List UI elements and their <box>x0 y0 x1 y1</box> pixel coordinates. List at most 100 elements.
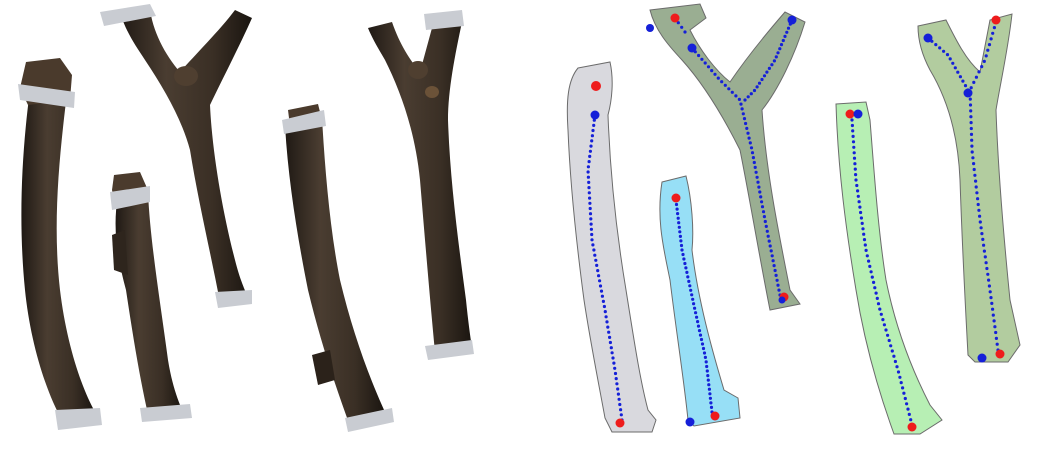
skeleton-point <box>851 129 855 133</box>
skeleton-point <box>969 126 973 131</box>
skeleton-point <box>773 268 777 273</box>
endpoint-blue <box>963 88 973 98</box>
skeleton-point <box>978 220 982 224</box>
skeleton-point <box>777 288 781 292</box>
skeleton-point <box>739 102 743 106</box>
skeleton-point <box>727 87 731 91</box>
skeleton-point <box>905 402 909 406</box>
skeleton-point <box>590 238 594 242</box>
skeleton-point <box>618 402 622 407</box>
skeleton-point <box>977 208 981 212</box>
skeleton-point <box>980 65 984 69</box>
skeleton-point <box>743 98 747 102</box>
skeleton-point <box>676 216 680 220</box>
skeleton-point <box>700 342 705 346</box>
skeleton-point <box>862 232 866 236</box>
skeleton-point <box>602 304 607 309</box>
skeleton-point <box>760 205 765 209</box>
skeleton-point <box>986 272 990 276</box>
endpoint-red <box>845 109 855 119</box>
skeleton-point <box>601 299 606 303</box>
tape-band <box>110 186 150 210</box>
skeleton-point <box>706 65 711 69</box>
skeleton-point <box>852 156 857 160</box>
skeleton-point <box>677 225 681 229</box>
skeleton-point <box>766 234 770 238</box>
skeleton-point <box>768 244 772 248</box>
skeleton-point <box>590 134 595 138</box>
skeleton-point <box>708 396 713 400</box>
skeleton-point <box>969 109 973 113</box>
skeleton-point <box>611 356 615 360</box>
endpoint-red <box>710 411 720 421</box>
skeleton-point <box>872 280 876 284</box>
skeleton-point <box>696 324 701 328</box>
skeleton-point <box>586 165 591 169</box>
skeleton-point <box>723 83 727 87</box>
skeleton-point <box>783 34 787 39</box>
skeleton-point <box>676 212 680 216</box>
skeleton-point <box>765 229 769 233</box>
skeleton-point <box>778 47 782 51</box>
skeleton-point <box>757 81 762 85</box>
skeleton-point <box>606 325 610 329</box>
skeleton-point <box>953 66 957 70</box>
photo-panel <box>18 4 474 432</box>
skeleton-point <box>586 175 591 179</box>
skeleton-point <box>859 216 864 220</box>
skeleton-point <box>854 178 858 182</box>
skeleton-point <box>692 302 696 306</box>
skeleton-point <box>604 315 608 319</box>
skeleton-point <box>742 117 747 121</box>
skeleton-point <box>688 284 692 288</box>
skeleton-point <box>973 173 977 177</box>
skeleton-point <box>748 141 752 145</box>
skeleton-point <box>587 186 591 190</box>
skeleton-point <box>979 226 983 230</box>
skeleton-point <box>775 278 779 282</box>
skeleton-point <box>589 217 593 221</box>
skeleton-point <box>856 194 860 198</box>
skeleton-point <box>909 418 913 422</box>
skeleton-point <box>899 381 903 385</box>
skeleton-point <box>595 263 599 267</box>
skeleton-point <box>980 232 984 236</box>
skeleton-point <box>988 290 992 294</box>
skeleton-point <box>599 289 604 293</box>
skeleton-point <box>854 173 858 177</box>
skeleton-point <box>707 383 711 387</box>
skeleton-point <box>758 190 762 194</box>
skeleton-point <box>945 53 950 57</box>
skeleton-point <box>858 205 862 209</box>
skeleton-point <box>746 131 750 135</box>
skeleton-point <box>991 313 995 317</box>
skeleton-point <box>598 284 603 288</box>
skeleton-point <box>683 261 687 266</box>
skeleton-point <box>991 31 995 35</box>
skeleton-point <box>701 346 706 351</box>
skeleton-point <box>981 237 985 241</box>
endpoint-red <box>591 81 601 91</box>
skeleton-point <box>589 222 593 226</box>
skeleton-point <box>770 254 774 258</box>
skeleton-point <box>608 340 613 345</box>
skeleton-point <box>591 128 595 133</box>
skeleton-point <box>867 259 871 263</box>
skeleton-point <box>689 288 693 292</box>
skeleton-point <box>740 107 744 111</box>
skeleton-point <box>619 408 623 412</box>
skeleton-point <box>699 337 704 342</box>
skeleton-point <box>708 392 712 396</box>
skeleton-point <box>769 249 773 253</box>
skeleton-point <box>753 165 757 169</box>
skeleton-point <box>855 183 859 188</box>
tape-band <box>282 110 326 134</box>
skeleton-point <box>934 43 938 47</box>
endpoint-red <box>907 422 917 432</box>
skeleton-point <box>600 294 605 298</box>
endpoint-red <box>991 15 1001 25</box>
skeleton-point <box>697 53 701 58</box>
endpoint-blue <box>977 353 987 363</box>
skeleton-point <box>741 112 745 116</box>
skeleton-point <box>616 387 620 391</box>
